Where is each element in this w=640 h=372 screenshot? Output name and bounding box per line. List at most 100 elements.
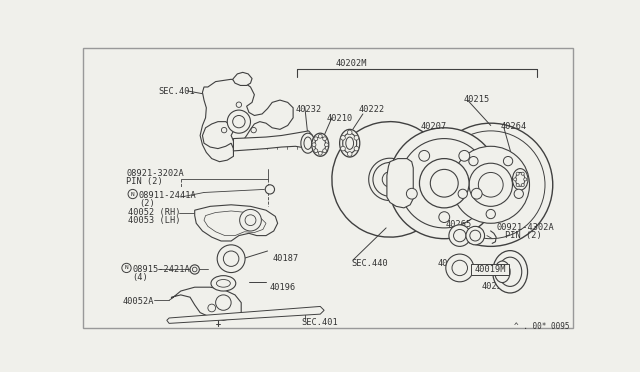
Text: 40052 (RH): 40052 (RH) <box>128 208 180 217</box>
Circle shape <box>388 128 500 239</box>
Circle shape <box>430 169 458 197</box>
Circle shape <box>449 225 470 246</box>
Circle shape <box>470 230 481 241</box>
Ellipse shape <box>216 279 230 287</box>
Circle shape <box>227 110 250 133</box>
Circle shape <box>314 137 318 141</box>
Ellipse shape <box>343 133 356 153</box>
Text: 40052A: 40052A <box>123 297 154 306</box>
Text: 40262: 40262 <box>438 259 464 268</box>
Circle shape <box>399 139 489 228</box>
Circle shape <box>504 157 513 166</box>
Circle shape <box>524 178 527 181</box>
Text: 40222: 40222 <box>359 105 385 114</box>
Circle shape <box>324 143 328 147</box>
Circle shape <box>216 295 231 310</box>
Text: PIN (2): PIN (2) <box>127 177 163 186</box>
Circle shape <box>454 230 466 242</box>
Circle shape <box>354 146 359 151</box>
Ellipse shape <box>211 276 236 291</box>
Circle shape <box>466 226 484 245</box>
Polygon shape <box>234 131 312 151</box>
Circle shape <box>236 102 241 108</box>
Circle shape <box>318 151 322 155</box>
Text: 40207: 40207 <box>421 122 447 131</box>
Text: 40053 (LH): 40053 (LH) <box>128 216 180 225</box>
Text: (4): (4) <box>132 273 148 282</box>
Text: 08911-2441A: 08911-2441A <box>139 191 196 200</box>
Circle shape <box>312 143 316 147</box>
Circle shape <box>239 209 261 231</box>
Circle shape <box>245 215 256 225</box>
Circle shape <box>340 135 346 140</box>
Text: 40210: 40210 <box>326 114 353 123</box>
Circle shape <box>469 163 513 206</box>
Circle shape <box>217 245 245 273</box>
Circle shape <box>314 149 318 153</box>
Circle shape <box>348 130 352 135</box>
Circle shape <box>452 260 467 276</box>
Circle shape <box>514 189 524 198</box>
Text: N: N <box>125 266 129 270</box>
Text: PIN (2): PIN (2) <box>505 231 541 240</box>
Ellipse shape <box>346 137 353 150</box>
Circle shape <box>323 149 326 153</box>
Text: N: N <box>131 192 134 196</box>
Circle shape <box>516 172 519 175</box>
Circle shape <box>340 146 346 151</box>
Circle shape <box>190 265 199 274</box>
Text: 40196: 40196 <box>270 283 296 292</box>
Text: 40215: 40215 <box>463 95 490 104</box>
Text: SEC.440: SEC.440 <box>351 259 388 268</box>
Text: 40187: 40187 <box>272 254 298 263</box>
Ellipse shape <box>493 251 527 293</box>
Circle shape <box>251 128 257 133</box>
Circle shape <box>458 189 467 198</box>
Text: 40234: 40234 <box>481 282 508 291</box>
Circle shape <box>348 152 352 156</box>
Text: SEC.401: SEC.401 <box>301 318 338 327</box>
Text: 00921-4302A: 00921-4302A <box>497 223 555 232</box>
Circle shape <box>233 115 245 128</box>
Circle shape <box>514 178 516 181</box>
Ellipse shape <box>315 137 326 153</box>
Circle shape <box>439 212 450 222</box>
Circle shape <box>354 135 359 140</box>
Circle shape <box>208 304 216 312</box>
Polygon shape <box>233 73 252 86</box>
Polygon shape <box>172 287 241 320</box>
Circle shape <box>429 123 553 246</box>
Circle shape <box>521 172 524 175</box>
Circle shape <box>193 267 197 272</box>
Ellipse shape <box>513 169 528 190</box>
Circle shape <box>128 189 138 199</box>
Circle shape <box>382 172 397 187</box>
Circle shape <box>468 157 478 166</box>
Text: 40019M: 40019M <box>474 265 506 274</box>
Text: 40202M: 40202M <box>335 58 367 67</box>
Circle shape <box>478 173 503 197</box>
Circle shape <box>436 131 545 239</box>
Ellipse shape <box>301 133 315 153</box>
Text: 40264: 40264 <box>501 122 527 131</box>
Text: SEC.401: SEC.401 <box>158 87 195 96</box>
Circle shape <box>122 263 131 273</box>
Ellipse shape <box>495 261 510 283</box>
Circle shape <box>323 137 326 141</box>
Circle shape <box>318 134 322 138</box>
Circle shape <box>265 185 275 194</box>
Text: 08915-2421A: 08915-2421A <box>132 265 191 274</box>
Circle shape <box>373 163 407 196</box>
Polygon shape <box>387 158 413 208</box>
Circle shape <box>446 254 474 282</box>
Ellipse shape <box>304 137 312 150</box>
Ellipse shape <box>499 257 522 286</box>
Circle shape <box>516 183 519 187</box>
Circle shape <box>521 183 524 187</box>
Circle shape <box>459 150 470 161</box>
Polygon shape <box>204 211 266 235</box>
Polygon shape <box>167 307 324 323</box>
Text: ^ . 00* 0095: ^ . 00* 0095 <box>514 322 570 331</box>
Circle shape <box>452 146 529 223</box>
Ellipse shape <box>340 129 360 157</box>
